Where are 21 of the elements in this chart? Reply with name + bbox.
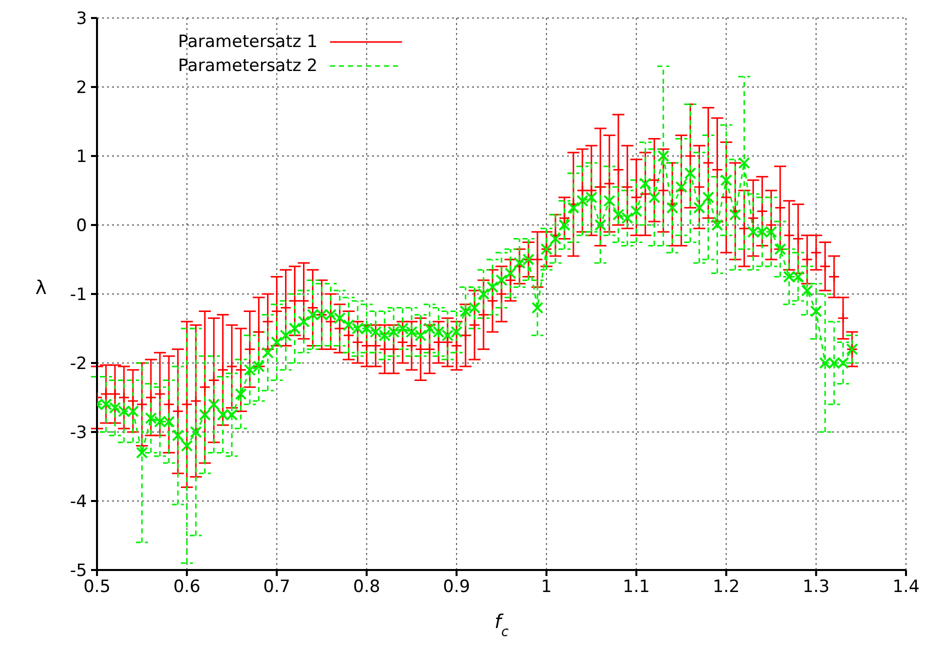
y-tick-label: -3 <box>70 423 87 444</box>
y-tick-label: -1 <box>70 285 87 306</box>
y-axis-title: λ <box>35 277 47 299</box>
y-tick-label: 1 <box>76 147 87 168</box>
y-tick-label: -2 <box>70 354 87 374</box>
x-tick-label: 1 <box>541 577 552 598</box>
x-tick-label: 0.9 <box>443 577 470 598</box>
x-tick-label: 0.6 <box>173 577 200 598</box>
x-tick-label: 0.7 <box>263 577 290 598</box>
legend-label: Parametersatz 2 <box>178 56 318 76</box>
x-tick-label: 1.2 <box>712 577 740 598</box>
x-axis-title: f$_{c}$ <box>494 611 510 640</box>
legend-label: Parametersatz 1 <box>178 32 318 52</box>
y-tick-label: 2 <box>76 78 87 98</box>
y-tick-label: 3 <box>76 9 87 30</box>
x-tick-label: 1.1 <box>622 577 650 598</box>
y-tick-label: -4 <box>70 492 87 512</box>
x-tick-label: 1.4 <box>892 577 920 598</box>
x-tick-label: 1.3 <box>802 577 830 598</box>
y-tick-label: 0 <box>76 216 87 236</box>
x-tick-label: 0.8 <box>353 577 380 598</box>
